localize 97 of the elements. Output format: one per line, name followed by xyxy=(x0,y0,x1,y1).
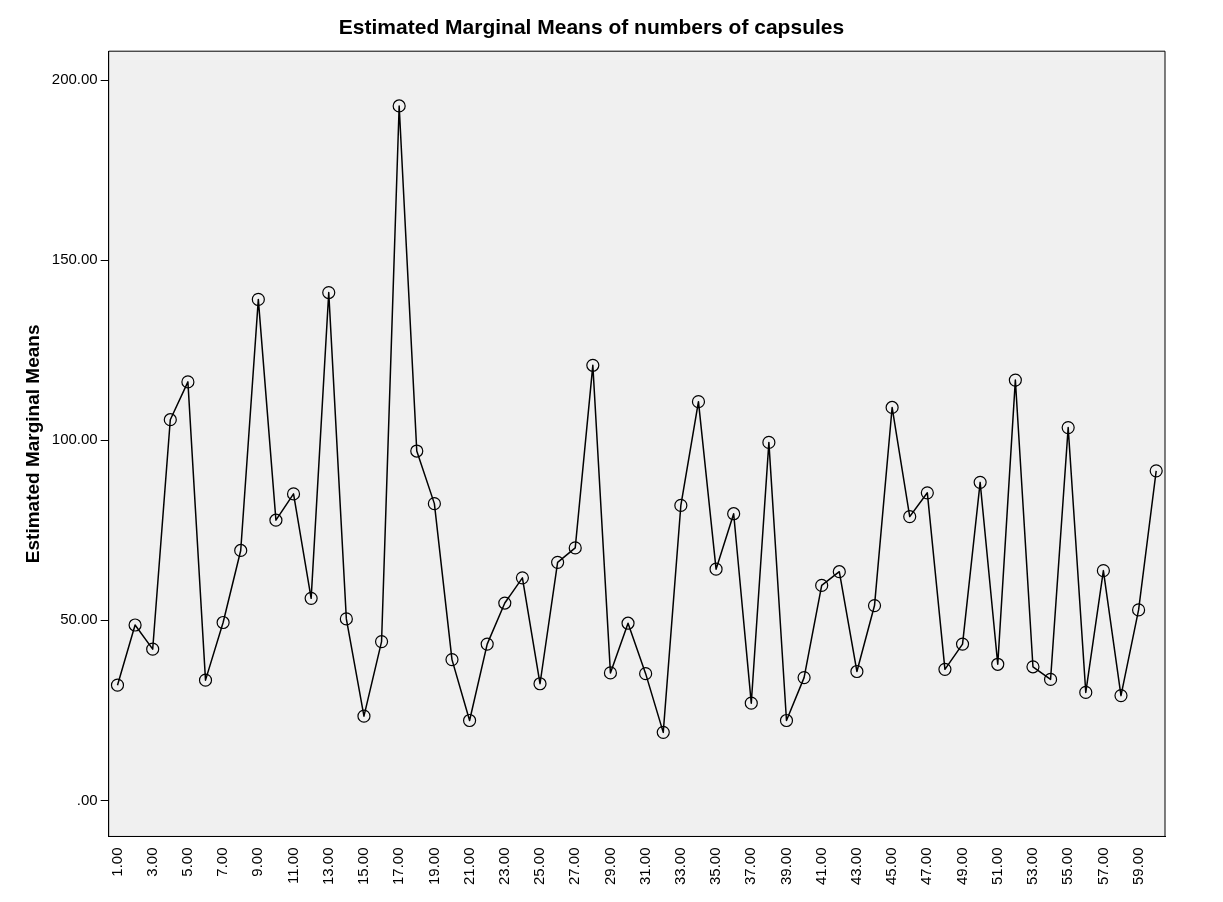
point xyxy=(1079,685,1093,699)
point xyxy=(498,596,512,610)
x-tick-label: 7.00 xyxy=(213,847,231,877)
x-tick-label: 3.00 xyxy=(142,847,160,877)
point xyxy=(322,285,336,300)
x-tick-label: 41.00 xyxy=(811,847,829,886)
point xyxy=(779,713,794,728)
point xyxy=(1096,564,1110,578)
y-axis-title: Estimated Marginal Means xyxy=(21,324,43,564)
x-tick-label: 43.00 xyxy=(847,847,865,886)
x-tick-label: 39.00 xyxy=(776,847,794,886)
point xyxy=(903,510,917,524)
point xyxy=(744,696,758,710)
x-tick-label: 29.00 xyxy=(600,847,618,886)
x-tick-label: 59.00 xyxy=(1128,847,1146,886)
point xyxy=(727,507,741,521)
point xyxy=(832,565,846,579)
point xyxy=(551,555,565,569)
x-tick-label: 27.00 xyxy=(565,847,583,886)
point xyxy=(216,615,230,630)
x-tick-label: 11.00 xyxy=(283,847,301,884)
point xyxy=(1026,660,1040,674)
point xyxy=(991,657,1005,671)
point xyxy=(568,541,582,555)
x-tick-label: 49.00 xyxy=(952,847,970,886)
point xyxy=(445,653,459,667)
point xyxy=(533,677,547,691)
point xyxy=(357,709,371,723)
point xyxy=(674,498,688,513)
point xyxy=(1043,672,1058,687)
point xyxy=(586,358,600,372)
point xyxy=(339,612,353,626)
point xyxy=(1061,421,1075,435)
point xyxy=(885,400,899,415)
chart-title: Estimated Marginal Means of numbers of capsules xyxy=(338,15,845,39)
x-tick-label: 19.00 xyxy=(424,847,442,886)
x-tick-label: 1.00 xyxy=(107,847,125,877)
y-tick-label: .00 xyxy=(76,790,98,808)
y-tick-label: 200.00 xyxy=(51,70,98,88)
point xyxy=(128,618,142,632)
x-tick-label: 55.00 xyxy=(1058,847,1076,886)
x-tick-label: 31.00 xyxy=(635,847,653,886)
point xyxy=(938,662,952,676)
x-tick-label: 45.00 xyxy=(882,847,900,886)
x-tick-label: 25.00 xyxy=(530,847,548,886)
y-tick-label: 50.00 xyxy=(60,610,98,628)
point xyxy=(181,375,195,389)
y-tick-label: 100.00 xyxy=(51,430,98,448)
point xyxy=(410,444,424,458)
point xyxy=(234,543,248,558)
point xyxy=(850,664,864,679)
point xyxy=(163,413,177,427)
point xyxy=(515,571,530,585)
x-tick-label: 33.00 xyxy=(670,847,688,886)
point xyxy=(286,487,301,501)
point xyxy=(251,292,265,306)
x-tick-label: 13.00 xyxy=(318,847,336,886)
x-tick-label: 51.00 xyxy=(987,847,1005,886)
point xyxy=(1149,464,1163,478)
point xyxy=(304,591,318,605)
x-tick-label: 47.00 xyxy=(917,847,935,886)
point xyxy=(621,616,635,630)
point xyxy=(955,637,970,651)
point xyxy=(815,578,829,592)
point xyxy=(480,637,494,651)
point xyxy=(427,497,441,511)
point xyxy=(920,486,934,500)
point xyxy=(867,598,882,613)
x-tick-label: 15.00 xyxy=(354,847,372,886)
point xyxy=(603,666,618,680)
point xyxy=(639,667,653,681)
point xyxy=(797,671,811,685)
point xyxy=(973,475,987,489)
x-tick-label: 21.00 xyxy=(459,847,477,886)
point xyxy=(110,678,125,692)
point xyxy=(1131,603,1146,617)
x-tick-label: 35.00 xyxy=(706,847,724,886)
x-tick-label: 23.00 xyxy=(494,847,512,886)
x-tick-label: 5.00 xyxy=(178,847,196,877)
x-tick-label: 37.00 xyxy=(741,847,759,886)
point xyxy=(691,395,706,409)
y-tick-label: 150.00 xyxy=(51,250,98,268)
point xyxy=(656,725,670,739)
point xyxy=(198,673,213,687)
point xyxy=(146,642,160,656)
point xyxy=(709,562,723,576)
point xyxy=(462,713,477,728)
point xyxy=(374,634,389,649)
point xyxy=(1008,373,1022,387)
x-tick-label: 9.00 xyxy=(248,847,266,877)
x-tick-label: 53.00 xyxy=(1023,847,1041,886)
point xyxy=(269,513,283,527)
point xyxy=(392,99,406,113)
point xyxy=(1114,689,1128,703)
x-tick-label: 17.00 xyxy=(389,847,407,886)
x-tick-label: 57.00 xyxy=(1093,847,1111,886)
point xyxy=(762,435,776,449)
